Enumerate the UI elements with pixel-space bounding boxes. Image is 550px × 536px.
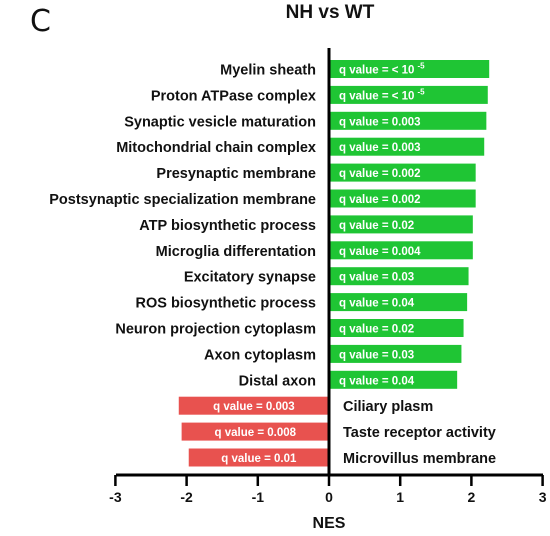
bar-positive bbox=[329, 60, 490, 78]
bar-positive bbox=[329, 267, 469, 286]
bar-group: q value = 0.003 Synaptic vesicle maturati… bbox=[124, 111, 487, 130]
category-label: Mitochondrial chain complex bbox=[116, 140, 316, 156]
x-tick-label: -2 bbox=[180, 489, 193, 505]
bar-positive bbox=[329, 370, 458, 389]
bar-group: q value = 0.04 ROS biosynthetic process bbox=[136, 293, 468, 312]
category-label: Synaptic vesicle maturation bbox=[124, 114, 316, 130]
x-tick-label: 3 bbox=[539, 489, 547, 505]
x-tick-label: -3 bbox=[109, 489, 122, 505]
q-value-label: q value = 0.002 bbox=[339, 168, 421, 180]
category-label: Postsynaptic specialization membrane bbox=[49, 192, 316, 208]
q-value-label: q value = 0.02 bbox=[339, 324, 414, 336]
category-label: ROS biosynthetic process bbox=[136, 296, 317, 312]
bar-group: q value = < 10 -5 Myelin sheath bbox=[220, 60, 490, 79]
x-tick-label: 2 bbox=[468, 489, 476, 505]
bar-group: q value = 0.008 Taste receptor activity bbox=[181, 422, 496, 441]
x-tick-label: 1 bbox=[396, 489, 404, 505]
q-value-label: q value = 0.002 bbox=[339, 194, 421, 206]
q-value-label: q value = 0.04 bbox=[339, 298, 415, 310]
bar-positive bbox=[329, 189, 476, 208]
bar-group: q value = < 10 -5 Proton ATPase complex bbox=[151, 85, 488, 104]
bar-group: q value = 0.002 Presynaptic membrane bbox=[156, 163, 476, 182]
category-label: Proton ATPase complex bbox=[151, 88, 316, 104]
q-value-label: q value = 0.003 bbox=[339, 116, 421, 128]
bar-group: q value = 0.004 Microglia differentation bbox=[156, 241, 473, 260]
bar-positive bbox=[329, 163, 476, 182]
bar-positive bbox=[329, 137, 485, 156]
x-axis-label: NES bbox=[313, 515, 346, 532]
category-label: Distal axon bbox=[239, 373, 316, 389]
q-value-label: q value = 0.003 bbox=[339, 142, 421, 154]
x-tick-label: -1 bbox=[252, 489, 265, 505]
bar-positive bbox=[329, 293, 468, 312]
bar-negative bbox=[181, 422, 329, 441]
category-label: Taste receptor activity bbox=[343, 425, 496, 441]
category-label: Ciliary plasm bbox=[343, 399, 433, 415]
bar-group: q value = 0.03 Excitatory synapse bbox=[184, 267, 469, 286]
category-label: Neuron projection cytoplasm bbox=[115, 322, 316, 338]
category-label: Presynaptic membrane bbox=[156, 166, 316, 182]
bar-positive bbox=[329, 241, 473, 260]
bar-group: q value = 0.01 Microvillus membrane bbox=[188, 448, 496, 467]
q-value-label: q value = 0.03 bbox=[339, 272, 414, 284]
q-value-label: q value = 0.03 bbox=[339, 349, 414, 361]
q-value-label: q value = 0.01 bbox=[221, 453, 297, 465]
bar-positive bbox=[329, 215, 473, 234]
category-label: Myelin sheath bbox=[220, 63, 316, 79]
category-label: Excitatory synapse bbox=[184, 270, 316, 286]
bar-negative bbox=[188, 448, 329, 467]
category-label: ATP biosynthetic process bbox=[139, 218, 316, 234]
bar-positive bbox=[329, 319, 464, 337]
panel-letter: C bbox=[30, 4, 51, 39]
q-value-label: q value = 0.004 bbox=[339, 246, 421, 258]
bar-group: q value = 0.003 Ciliary plasm bbox=[178, 396, 433, 415]
bar-group: q value = 0.02 Neuron projection cytoplas… bbox=[115, 319, 464, 338]
bar-group: q value = 0.04 Distal axon bbox=[239, 370, 458, 389]
bar-group: q value = 0.02 ATP biosynthetic process bbox=[139, 215, 473, 234]
bar-positive bbox=[329, 111, 487, 130]
q-value-label: q value = 0.008 bbox=[215, 427, 297, 439]
bar-positive bbox=[329, 85, 488, 104]
q-value-label: q value = < 10 -5 bbox=[339, 62, 425, 77]
bar-negative bbox=[178, 396, 329, 415]
q-value-label: q value = 0.003 bbox=[213, 401, 295, 413]
bar-group: q value = 0.003 Mitochondrial chain compl… bbox=[116, 137, 485, 156]
category-label: Microvillus membrane bbox=[343, 451, 496, 467]
bar-group: q value = 0.03 Axon cytoplasm bbox=[204, 344, 462, 363]
chart-title: NH vs WT bbox=[286, 2, 375, 23]
x-tick-label: 0 bbox=[325, 489, 333, 505]
category-label: Axon cytoplasm bbox=[204, 347, 316, 363]
x-axis: -3 -2 -1 0 1 2 3 bbox=[109, 473, 547, 505]
bar-group: q value = 0.002 Postsynaptic specializati… bbox=[49, 189, 476, 208]
q-value-label: q value = 0.04 bbox=[339, 375, 415, 387]
category-label: Microglia differentation bbox=[156, 244, 316, 260]
bar-positive bbox=[329, 344, 462, 363]
q-value-label: q value = < 10 -5 bbox=[339, 87, 425, 102]
q-value-label: q value = 0.02 bbox=[339, 220, 414, 232]
